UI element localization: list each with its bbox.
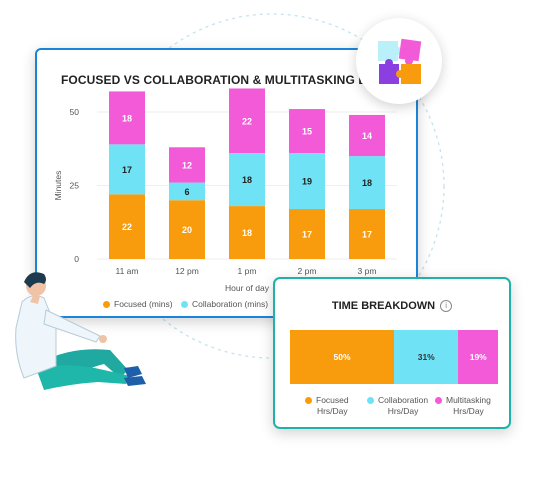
person-sitting-illustration [15, 272, 146, 390]
bar-segment-focused [109, 194, 145, 259]
bar-data-label: 18 [362, 178, 372, 188]
bar-segment-multitasking [169, 147, 205, 183]
x-axis-label: Hour of day [225, 283, 270, 293]
legend-collaboration: Collaboration (mins) [181, 299, 268, 309]
breakdown-segment: 31% [394, 330, 459, 384]
bar-data-label: 15 [302, 127, 312, 137]
legend-focused-label: Focused (mins) [114, 299, 173, 309]
legend-line1: Multitasking [446, 395, 491, 405]
bar-segment-collaboration [109, 144, 145, 195]
x-tick-label: 11 am [116, 266, 139, 276]
breakdown-segment: 50% [290, 330, 394, 384]
bar-segment-focused [289, 209, 325, 259]
legend-collaboration-swatch [181, 300, 188, 308]
bar-segment-focused [349, 209, 385, 259]
bar-data-label: 22 [242, 116, 252, 126]
legend-focused: Focused (mins) [103, 299, 173, 309]
chart-title: FOCUSED VS COLLABORATION & MULTITASKING … [61, 73, 415, 87]
breakdown-segment: 19% [458, 330, 498, 384]
time-breakdown-card: TIME BREAKDOWN i 50% 31% 19% Focused Hrs/Da… [273, 277, 511, 429]
legend-line1: Collaboration [378, 395, 429, 405]
breakdown-title-row: TIME BREAKDOWN i [275, 300, 509, 313]
puzzle-icon [378, 38, 422, 84]
legend-swatch [305, 397, 312, 404]
legend-collaboration-label: Collaboration (mins) [192, 299, 269, 309]
bar-segment-collaboration [229, 153, 265, 207]
legend-line1: Focused [316, 395, 349, 405]
bar-data-label: 17 [302, 230, 312, 240]
info-icon[interactable]: i [440, 300, 453, 313]
bar-data-label: 18 [122, 113, 132, 123]
bar-data-label: 20 [182, 225, 192, 235]
stacked-bar-chart: Minutes 0 25 50 22 17 18 11 am 20 6 12 12 pm 18 18 22 1… [53, 88, 397, 293]
puzzle-badge [356, 18, 442, 104]
bar-data-label: 12 [182, 160, 192, 170]
y-tick-label: 0 [74, 254, 79, 264]
bar-segment-collaboration [169, 182, 205, 201]
bar-data-label: 18 [242, 175, 252, 185]
bar-segment-multitasking [109, 91, 145, 145]
breakdown-title: TIME BREAKDOWN [331, 300, 436, 312]
x-tick-label: 3 pm [358, 266, 377, 276]
bar-segment-focused [169, 200, 205, 259]
bar-segment-collaboration [349, 156, 385, 210]
legend-line2: Hrs/Day [316, 406, 348, 416]
bar-data-label: 14 [362, 131, 372, 141]
hourly-chart-card: FOCUSED VS COLLABORATION & MULTITASKING … [35, 48, 418, 318]
bar-data-label: 18 [242, 228, 252, 238]
bar-data-label: 6 [184, 187, 189, 197]
legend-swatch [435, 397, 442, 404]
breakdown-bar: 50% 31% 19% [290, 330, 498, 384]
breakdown-legend-collaboration: Collaboration Hrs/Day [367, 395, 428, 417]
legend-swatch [367, 397, 374, 404]
bar-segment-collaboration [289, 153, 325, 210]
legend-line2: Hrs/Day [387, 406, 419, 416]
breakdown-legend-multitasking: Multitasking Hrs/Day [435, 395, 491, 417]
bar-data-label: 17 [362, 230, 372, 240]
bar-data-label: 17 [122, 165, 132, 175]
bar-segment-multitasking [229, 88, 265, 154]
legend-line2: Hrs/Day [453, 406, 484, 416]
bar-segment-multitasking [289, 109, 325, 154]
bar-data-label: 19 [302, 177, 312, 187]
bar-data-label: 22 [122, 222, 132, 232]
bar-segment-focused [229, 206, 265, 259]
y-tick-label: 50 [70, 107, 80, 117]
y-tick-label: 25 [70, 181, 80, 191]
x-tick-label: 1 pm [238, 266, 257, 276]
x-tick-label: 2 pm [298, 266, 317, 276]
breakdown-legend-focused: Focused Hrs/Day [305, 395, 349, 417]
x-tick-label: 12 pm [175, 266, 199, 276]
legend-focused-swatch [103, 300, 110, 308]
y-axis-label: Minutes [53, 171, 63, 201]
bar-segment-multitasking [349, 114, 385, 157]
